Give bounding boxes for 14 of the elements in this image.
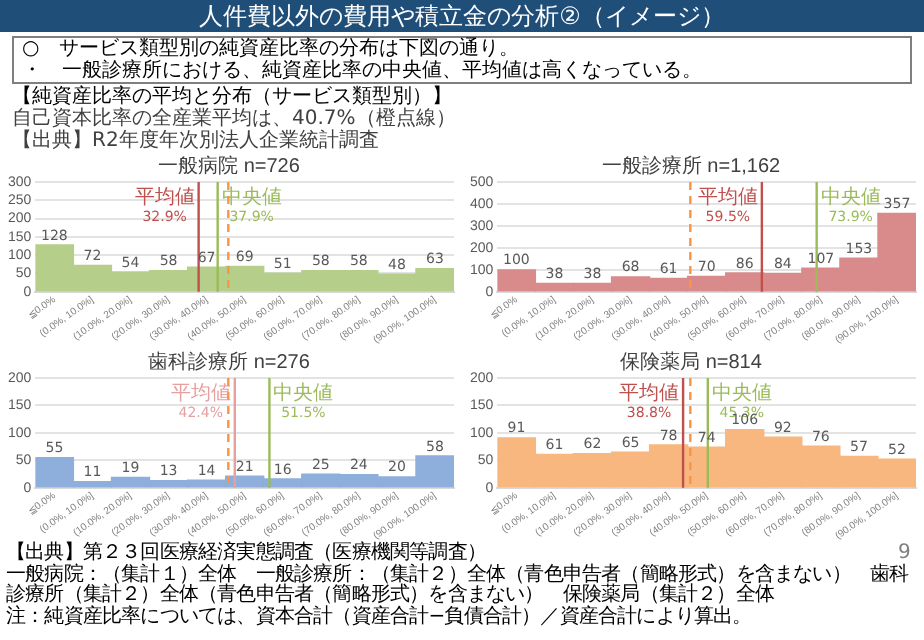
- text: 人件費以外の費用や積立金の分析②（イメージ）: [0, 0, 924, 32]
- chart-title: 一般病院 n=726: [158, 153, 301, 178]
- text: ・ 一般診療所における、純資産比率の中央値、平均値は高くなっている。: [22, 60, 704, 82]
- chart-title: 保険薬局 n=814: [620, 349, 763, 374]
- chart-title: 歯科診療所 n=276: [148, 349, 311, 374]
- text: 9: [898, 542, 910, 564]
- chart-title: 一般診療所 n=1,162: [601, 153, 782, 178]
- text: 【出典】R2年度年次別法人企業統計調査: [10, 130, 381, 152]
- text: 【純資産比率の平均と分布（サービス類型別）】: [10, 86, 454, 108]
- text: 【出典】第２３回医療経済実態調査（医療機関等調査）: [6, 542, 487, 564]
- text: 注：純資産比率については、資本合計（資産合計−負債合計）／資産合計により算出。: [6, 605, 754, 628]
- text: 自己資本比率の全産業平均は、40.7%（橙点線）: [10, 108, 458, 130]
- text: 一般病院：（集計１）全体 一般診療所：（集計２）全体（青色申告者（簡略形式）を含まない） 歯科診療所（集計２）全体（青色申告者（簡略形式）を含まない） 保険薬局（集計２）全体: [6, 563, 910, 606]
- text: ○ サービス類型別の純資産比率の分布は下図の通り。: [22, 38, 522, 60]
